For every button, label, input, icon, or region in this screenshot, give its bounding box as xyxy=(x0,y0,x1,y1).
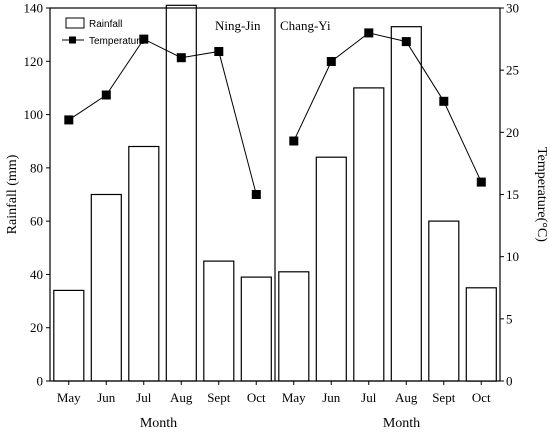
rainfall-bar xyxy=(353,87,385,382)
rainfall-bar xyxy=(240,276,272,382)
panel-label: Ning-Jin xyxy=(215,18,261,33)
rainfall-bar xyxy=(278,271,310,382)
temperature-marker xyxy=(251,190,261,199)
temperature-line xyxy=(68,38,257,195)
y-left-tick-label: 20 xyxy=(30,320,43,335)
x-tick-label: Jun xyxy=(322,390,341,405)
temperature-marker xyxy=(101,90,111,100)
y-left-tick-label: 120 xyxy=(24,54,44,69)
x-tick-label: Jul xyxy=(361,390,377,405)
y-left-tick-label: 0 xyxy=(37,374,44,389)
y-right-tick-label: 15 xyxy=(506,187,519,202)
temperature-line xyxy=(293,32,482,183)
rainfall-bar xyxy=(203,260,235,382)
x-tick-label: Oct xyxy=(472,390,491,405)
chart-marks: May Jun Jul Aug Sept Oct Ning-Jin Month May Jun Ju… xyxy=(5,1,549,432)
y-left-tick-label: 80 xyxy=(30,160,43,175)
temperature-marker xyxy=(439,96,449,106)
rainfall-bar xyxy=(53,289,85,382)
y-right-tick-label: 30 xyxy=(506,1,519,16)
rainfall-bar xyxy=(315,156,347,382)
temperature-marker xyxy=(64,115,74,125)
x-tick-label: May xyxy=(282,390,306,405)
temperature-marker xyxy=(364,28,374,38)
temperature-marker xyxy=(176,53,186,63)
x-axis-title: Month xyxy=(383,416,420,431)
x-axis-title: Month xyxy=(140,416,177,431)
x-tick-label: Jun xyxy=(97,390,116,405)
x-tick-label: Sept xyxy=(207,390,231,405)
x-tick-label: Oct xyxy=(247,390,266,405)
y-left-tick-label: 140 xyxy=(24,1,44,16)
rainfall-bar xyxy=(465,287,497,382)
y-left-tick-label: 40 xyxy=(30,267,43,282)
y-left-tick-label: 60 xyxy=(30,214,43,229)
legend-rainfall-swatch xyxy=(65,17,85,29)
x-tick-label: May xyxy=(57,390,81,405)
temperature-marker xyxy=(289,136,299,146)
y-right-tick-label: 0 xyxy=(506,374,513,389)
rainfall-bar xyxy=(428,220,460,382)
temperature-marker xyxy=(476,177,486,187)
rainfall-bar xyxy=(390,26,422,382)
temperature-marker xyxy=(326,57,336,66)
x-tick-label: Aug xyxy=(395,390,418,405)
y-right-tick-label: 10 xyxy=(506,249,519,264)
rainfall-bar xyxy=(90,193,122,382)
y-left-axis-title: Rainfall (mm) xyxy=(5,154,20,234)
x-tick-label: Sept xyxy=(432,390,456,405)
legend-temperature-marker xyxy=(69,36,76,44)
temperature-marker xyxy=(139,34,149,44)
y-right-tick-label: 20 xyxy=(506,125,519,140)
temperature-marker xyxy=(401,37,411,47)
legend-temperature-label: Temperature xyxy=(89,36,146,47)
y-right-axis-title: Temperature(°C) xyxy=(534,147,549,242)
temperature-marker xyxy=(214,47,224,56)
legend-rainfall-label: Rainfall xyxy=(89,19,122,30)
y-left-tick-label: 100 xyxy=(24,107,44,122)
y-right-tick-label: 5 xyxy=(506,311,513,326)
y-right-tick-label: 25 xyxy=(506,63,519,78)
x-tick-label: Jul xyxy=(136,390,152,405)
rainfall-bar xyxy=(165,4,197,382)
rainfall-bar xyxy=(128,145,160,382)
x-tick-label: Aug xyxy=(170,390,193,405)
panel-label: Chang-Yi xyxy=(280,18,331,33)
